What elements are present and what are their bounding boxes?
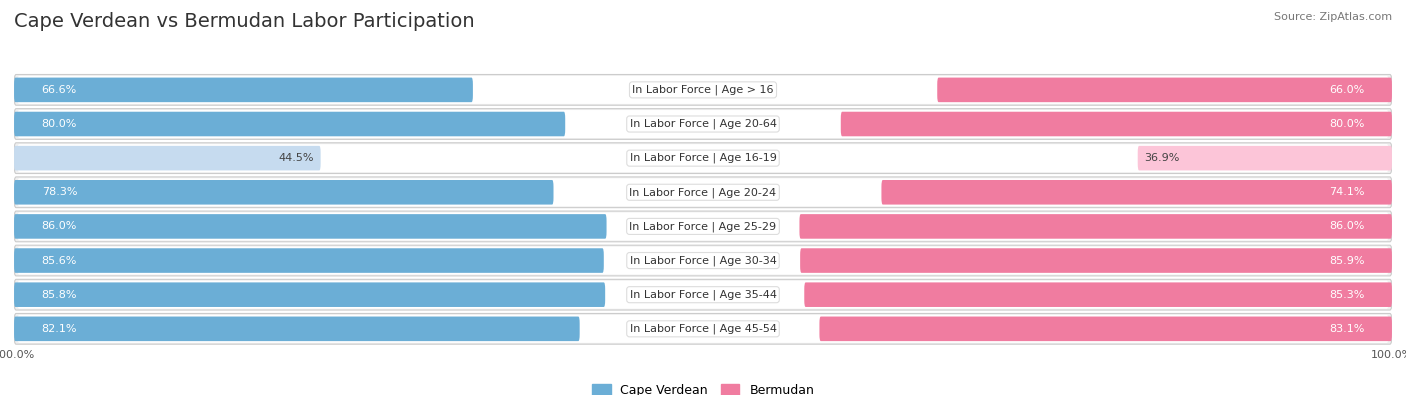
FancyBboxPatch shape bbox=[17, 144, 1389, 172]
FancyBboxPatch shape bbox=[14, 245, 1392, 276]
Text: In Labor Force | Age 20-64: In Labor Force | Age 20-64 bbox=[630, 119, 776, 129]
FancyBboxPatch shape bbox=[14, 214, 606, 239]
Text: 86.0%: 86.0% bbox=[1329, 222, 1364, 231]
FancyBboxPatch shape bbox=[804, 282, 1392, 307]
FancyBboxPatch shape bbox=[938, 77, 1392, 102]
Text: In Labor Force | Age 16-19: In Labor Force | Age 16-19 bbox=[630, 153, 776, 164]
FancyBboxPatch shape bbox=[14, 316, 579, 341]
Text: 85.6%: 85.6% bbox=[42, 256, 77, 265]
FancyBboxPatch shape bbox=[14, 146, 321, 170]
FancyBboxPatch shape bbox=[17, 213, 1389, 241]
FancyBboxPatch shape bbox=[17, 178, 1389, 206]
FancyBboxPatch shape bbox=[14, 248, 603, 273]
FancyBboxPatch shape bbox=[14, 211, 1392, 242]
Text: 82.1%: 82.1% bbox=[42, 324, 77, 334]
Text: 66.6%: 66.6% bbox=[42, 85, 77, 95]
Text: 78.3%: 78.3% bbox=[42, 187, 77, 197]
Text: 80.0%: 80.0% bbox=[1329, 119, 1364, 129]
FancyBboxPatch shape bbox=[14, 180, 554, 205]
Text: In Labor Force | Age 35-44: In Labor Force | Age 35-44 bbox=[630, 290, 776, 300]
FancyBboxPatch shape bbox=[14, 75, 1392, 105]
FancyBboxPatch shape bbox=[882, 180, 1392, 205]
FancyBboxPatch shape bbox=[14, 77, 472, 102]
Text: 85.9%: 85.9% bbox=[1329, 256, 1364, 265]
Text: In Labor Force | Age > 16: In Labor Force | Age > 16 bbox=[633, 85, 773, 95]
FancyBboxPatch shape bbox=[17, 246, 1389, 275]
FancyBboxPatch shape bbox=[14, 314, 1392, 344]
FancyBboxPatch shape bbox=[17, 281, 1389, 308]
Text: 44.5%: 44.5% bbox=[278, 153, 314, 163]
FancyBboxPatch shape bbox=[17, 315, 1389, 343]
Text: 74.1%: 74.1% bbox=[1329, 187, 1364, 197]
Text: In Labor Force | Age 45-54: In Labor Force | Age 45-54 bbox=[630, 324, 776, 334]
FancyBboxPatch shape bbox=[14, 112, 565, 136]
Text: In Labor Force | Age 25-29: In Labor Force | Age 25-29 bbox=[630, 221, 776, 232]
FancyBboxPatch shape bbox=[14, 177, 1392, 208]
FancyBboxPatch shape bbox=[14, 279, 1392, 310]
FancyBboxPatch shape bbox=[800, 248, 1392, 273]
Text: 66.0%: 66.0% bbox=[1329, 85, 1364, 95]
Text: In Labor Force | Age 30-34: In Labor Force | Age 30-34 bbox=[630, 255, 776, 266]
Text: 85.8%: 85.8% bbox=[42, 290, 77, 300]
FancyBboxPatch shape bbox=[820, 316, 1392, 341]
Text: 80.0%: 80.0% bbox=[42, 119, 77, 129]
Text: In Labor Force | Age 20-24: In Labor Force | Age 20-24 bbox=[630, 187, 776, 198]
Legend: Cape Verdean, Bermudan: Cape Verdean, Bermudan bbox=[586, 379, 820, 395]
FancyBboxPatch shape bbox=[841, 112, 1392, 136]
FancyBboxPatch shape bbox=[800, 214, 1392, 239]
Text: 86.0%: 86.0% bbox=[42, 222, 77, 231]
FancyBboxPatch shape bbox=[14, 282, 605, 307]
FancyBboxPatch shape bbox=[17, 110, 1389, 138]
Text: 83.1%: 83.1% bbox=[1329, 324, 1364, 334]
Text: Source: ZipAtlas.com: Source: ZipAtlas.com bbox=[1274, 12, 1392, 22]
Text: 85.3%: 85.3% bbox=[1329, 290, 1364, 300]
FancyBboxPatch shape bbox=[1137, 146, 1392, 170]
Text: 36.9%: 36.9% bbox=[1144, 153, 1180, 163]
Text: Cape Verdean vs Bermudan Labor Participation: Cape Verdean vs Bermudan Labor Participa… bbox=[14, 12, 475, 31]
FancyBboxPatch shape bbox=[14, 143, 1392, 173]
FancyBboxPatch shape bbox=[17, 76, 1389, 104]
FancyBboxPatch shape bbox=[14, 109, 1392, 139]
